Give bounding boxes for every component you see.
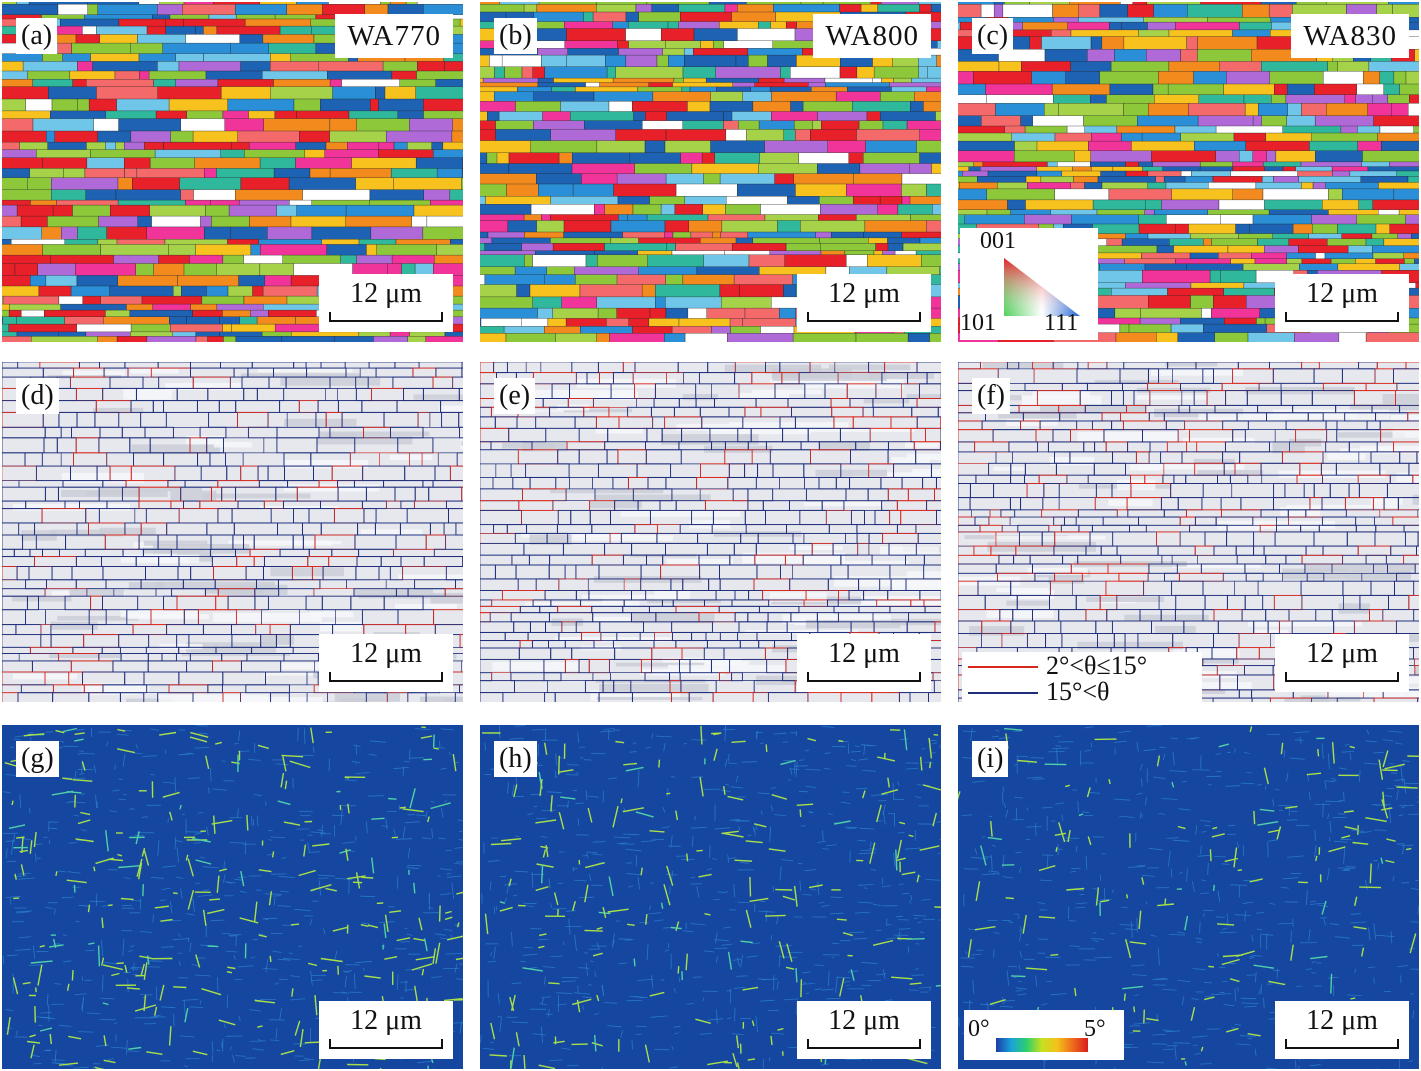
scale-bar-text: 12 μm [350,638,422,669]
scale-bar: 12 μm [1275,274,1409,332]
scale-bar-text: 12 μm [1306,278,1378,309]
panel-f-boundary-map: (f) 12 μm [958,362,1419,702]
scale-bar: 12 μm [797,634,931,692]
panel-h-kam-map: (h) 12 μm [480,725,941,1069]
ipf-legend-001: 001 [980,228,1016,254]
scale-bar-text: 12 μm [828,1005,900,1036]
scale-bar: 12 μm [797,274,931,332]
kam-legend: 0° 5° [964,1010,1124,1060]
panel-label: (c) [972,18,1014,54]
panel-label: (h) [494,741,537,777]
ipf-map-image [2,2,463,342]
scale-bar-text: 12 μm [1306,1005,1378,1036]
scale-bar: 12 μm [319,634,453,692]
panel-label: (i) [972,741,1009,777]
ipf-legend-101: 101 [960,310,996,336]
kam-legend-max: 5° [1084,1016,1106,1042]
ipf-legend-111: 111 [1044,310,1079,336]
sample-title: WA830 [1291,14,1409,58]
high-angle-line [968,692,1038,694]
panel-label: (g) [16,741,59,777]
scale-bar-line [1285,1039,1399,1049]
kam-colorbar [996,1038,1088,1052]
boundary-legend-row-high: 15°<θ [966,678,1202,706]
kam-map-image [2,725,463,1069]
scale-bar-line [1285,312,1399,322]
high-angle-text: 15°<θ [1046,677,1110,706]
scale-bar: 12 μm [1275,634,1409,692]
scale-bar-line [807,672,921,682]
scale-bar-line [329,1039,443,1049]
ipf-triangle [1004,258,1080,316]
scale-bar: 12 μm [319,274,453,332]
kam-map-image [480,725,941,1069]
kam-legend-min: 0° [968,1016,990,1042]
low-angle-line [968,666,1038,668]
panel-label: (d) [16,378,59,414]
scale-bar-text: 12 μm [828,278,900,309]
sample-title: WA770 [335,14,453,58]
panel-d-boundary-map: (d) 12 μm [2,362,463,702]
boundary-legend-row-low: 2°<θ≤15° [966,652,1202,680]
low-angle-text: 2°<θ≤15° [1046,651,1148,680]
panel-b-ipf-map: (b) WA800 12 μm [480,2,941,342]
scale-bar-text: 12 μm [828,638,900,669]
scale-bar-text: 12 μm [1306,638,1378,669]
panel-label: (b) [494,18,537,54]
panel-g-kam-map: (g) 12 μm [2,725,463,1069]
scale-bar: 12 μm [1275,1001,1409,1059]
panel-label: (e) [494,378,536,414]
panel-a-ipf-map: (a) WA770 12 μm [2,2,463,342]
scale-bar: 12 μm [319,1001,453,1059]
panel-e-boundary-map: (e) 12 μm [480,362,941,702]
scale-bar-line [329,312,443,322]
scale-bar-line [329,672,443,682]
scale-bar-text: 12 μm [350,1005,422,1036]
ipf-legend: 001 101 111 [960,228,1098,340]
scale-bar: 12 μm [797,1001,931,1059]
panel-label: (a) [16,18,58,54]
panel-label: (f) [972,378,1010,414]
boundary-legend: 2°<θ≤15° 15°<θ [962,652,1202,708]
boundary-map-image [480,362,941,702]
scale-bar-line [807,312,921,322]
scale-bar-text: 12 μm [350,278,422,309]
sample-title: WA800 [813,14,931,58]
scale-bar-line [1285,672,1399,682]
scale-bar-line [807,1039,921,1049]
